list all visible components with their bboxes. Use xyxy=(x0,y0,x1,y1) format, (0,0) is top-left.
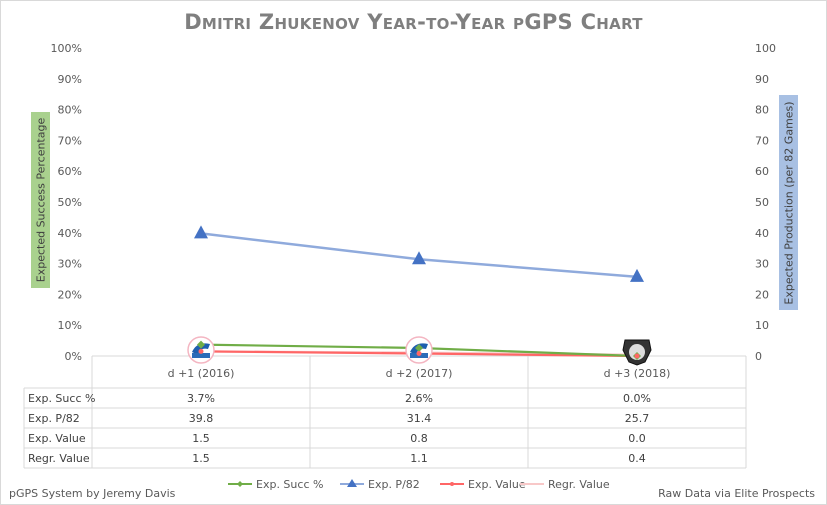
left-tick-label: 100% xyxy=(51,42,82,55)
legend-swatch-marker xyxy=(237,481,243,487)
legend-swatch-marker xyxy=(450,482,454,486)
left-tick-label: 50% xyxy=(58,196,82,209)
series-marker xyxy=(412,251,426,265)
table-cell-value: 0.0 xyxy=(628,432,646,445)
legend-item: Regr. Value xyxy=(520,478,610,491)
table-cell-value: 0.8 xyxy=(410,432,428,445)
right-tick-label: 60 xyxy=(755,165,769,178)
series-marker xyxy=(198,348,204,354)
table-row-label: Regr. Value xyxy=(28,452,90,465)
right-tick-label: 30 xyxy=(755,258,769,271)
right-tick-label: 80 xyxy=(755,104,769,117)
footer-credit-right: Raw Data via Elite Prospects xyxy=(658,487,815,500)
table-cell-value: 1.1 xyxy=(410,452,428,465)
table-cell-value: 0.0% xyxy=(623,392,651,405)
right-axis-label-box: Expected Production (per 82 Games) xyxy=(779,95,798,310)
left-tick-label: 30% xyxy=(58,258,82,271)
category-label: d +2 (2017) xyxy=(386,367,453,380)
table-row-label: Exp. Succ % xyxy=(28,392,95,405)
right-tick-label: 20 xyxy=(755,288,769,301)
left-axis-label-box: Expected Success Percentage xyxy=(31,112,50,288)
series-marker xyxy=(197,340,205,349)
legend-item: Exp. P/82 xyxy=(340,478,420,491)
series-marker xyxy=(634,353,640,359)
table-cell-value: 1.5 xyxy=(192,452,210,465)
legend-swatch-marker xyxy=(347,479,357,487)
category-label: d +3 (2018) xyxy=(604,367,671,380)
legend-item: Exp. Succ % xyxy=(228,478,323,491)
table-cell-value: 25.7 xyxy=(625,412,650,425)
table-cell-value: 3.7% xyxy=(187,392,215,405)
right-tick-label: 10 xyxy=(755,319,769,332)
series-marker xyxy=(194,225,208,239)
table-row-label: Exp. Value xyxy=(28,432,86,445)
left-tick-label: 10% xyxy=(58,319,82,332)
right-tick-label: 70 xyxy=(755,134,769,147)
right-tick-label: 100 xyxy=(755,42,776,55)
left-tick-label: 40% xyxy=(58,227,82,240)
right-tick-label: 50 xyxy=(755,196,769,209)
legend-label: Exp. Value xyxy=(468,478,526,491)
series-marker xyxy=(630,268,644,282)
left-tick-label: 60% xyxy=(58,165,82,178)
legend-item: Exp. Value xyxy=(440,478,526,491)
left-tick-label: 80% xyxy=(58,104,82,117)
series-marker xyxy=(416,351,422,357)
table-row-label: Exp. P/82 xyxy=(28,412,80,425)
table-cell-value: 31.4 xyxy=(407,412,432,425)
left-tick-label: 0% xyxy=(65,350,82,363)
legend-label: Regr. Value xyxy=(548,478,610,491)
left-tick-label: 70% xyxy=(58,134,82,147)
right-tick-label: 40 xyxy=(755,227,769,240)
table-cell-value: 1.5 xyxy=(192,432,210,445)
footer-credit-left: pGPS System by Jeremy Davis xyxy=(9,487,176,500)
category-label: d +1 (2016) xyxy=(168,367,235,380)
series-marker xyxy=(415,343,423,352)
table-cell-value: 0.4 xyxy=(628,452,646,465)
right-tick-label: 90 xyxy=(755,73,769,86)
table-cell-value: 2.6% xyxy=(405,392,433,405)
left-tick-label: 90% xyxy=(58,73,82,86)
table-cell-value: 39.8 xyxy=(189,412,214,425)
legend-label: Exp. P/82 xyxy=(368,478,420,491)
qmjhl-bar xyxy=(192,353,210,358)
right-tick-label: 0 xyxy=(755,350,762,363)
chart-title: Dmitri Zhukenov Year-to-Year pGPS Chart xyxy=(184,10,643,34)
legend-label: Exp. Succ % xyxy=(256,478,323,491)
left-tick-label: 20% xyxy=(58,288,82,301)
